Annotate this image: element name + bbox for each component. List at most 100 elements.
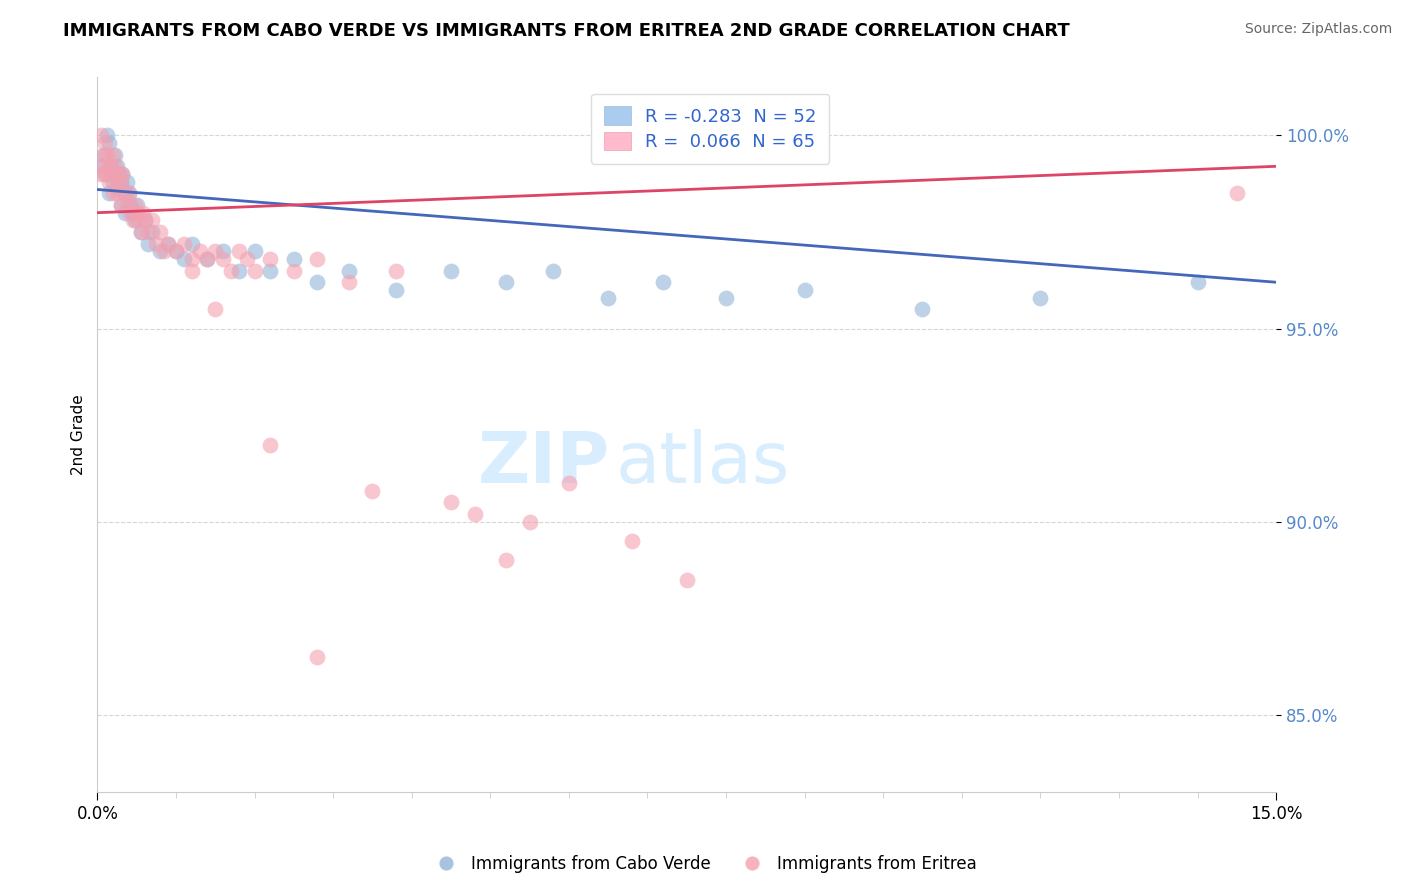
Point (134, 213, 156, 227)
Point (259, 437, 281, 451)
Point (153, 244, 176, 259)
Point (204, 302, 226, 317)
Text: atlas: atlas (616, 429, 790, 498)
Point (337, 275, 360, 289)
Point (121, 213, 143, 227)
Point (195, 252, 218, 266)
Point (105, 159, 128, 173)
Point (101, 175, 124, 189)
Point (111, 167, 134, 181)
Point (204, 244, 226, 259)
Point (495, 553, 517, 567)
Point (93, 159, 115, 173)
Point (259, 252, 281, 266)
Point (519, 515, 541, 529)
Point (911, 302, 934, 317)
Point (101, 147, 124, 161)
Point (111, 167, 134, 181)
Point (105, 182, 128, 196)
Y-axis label: 2nd Grade: 2nd Grade (72, 394, 86, 475)
Point (141, 225, 163, 239)
Point (675, 573, 697, 587)
Point (93, 147, 115, 161)
Point (558, 476, 581, 491)
Point (114, 205, 136, 219)
Text: Source: ZipAtlas.com: Source: ZipAtlas.com (1244, 22, 1392, 37)
Point (173, 252, 195, 266)
Point (149, 225, 172, 239)
Point (94, 167, 117, 181)
Point (243, 263, 266, 277)
Point (110, 175, 132, 189)
Point (440, 495, 463, 509)
Point (541, 263, 564, 277)
Point (105, 186, 128, 201)
Point (121, 205, 143, 219)
Point (180, 263, 202, 277)
Point (127, 213, 149, 227)
Point (138, 225, 160, 239)
Point (125, 198, 148, 212)
Text: IMMIGRANTS FROM CABO VERDE VS IMMIGRANTS FROM ERITREA 2ND GRADE CORRELATION CHAR: IMMIGRANTS FROM CABO VERDE VS IMMIGRANTS… (63, 22, 1070, 40)
Point (228, 263, 250, 277)
Point (195, 252, 218, 266)
Point (98, 175, 121, 189)
Point (173, 236, 195, 251)
Point (89, 167, 111, 181)
Point (138, 236, 160, 251)
Point (180, 236, 202, 251)
Point (105, 175, 128, 189)
Point (228, 244, 250, 259)
Point (1226, 186, 1249, 201)
Point (101, 167, 124, 181)
Point (495, 275, 517, 289)
Point (283, 263, 305, 277)
Point (157, 236, 180, 251)
Point (165, 244, 187, 259)
Point (283, 252, 305, 266)
Point (96, 147, 118, 161)
Point (115, 175, 138, 189)
Point (793, 283, 815, 297)
Point (104, 147, 127, 161)
Point (1187, 275, 1209, 289)
Point (440, 263, 463, 277)
Point (145, 236, 167, 251)
Point (98, 136, 121, 150)
Legend: R = -0.283  N = 52, R =  0.066  N = 65: R = -0.283 N = 52, R = 0.066 N = 65 (591, 94, 830, 164)
Point (98, 186, 121, 201)
Point (120, 205, 142, 219)
Point (96, 128, 118, 143)
Point (110, 198, 132, 212)
Point (108, 167, 131, 181)
Point (120, 198, 142, 212)
Point (188, 244, 211, 259)
Point (157, 236, 180, 251)
Point (90, 128, 112, 143)
Point (104, 159, 127, 173)
Point (219, 263, 242, 277)
Point (385, 263, 408, 277)
Point (114, 186, 136, 201)
Point (212, 244, 235, 259)
Point (98, 159, 121, 173)
Point (100, 167, 122, 181)
Point (361, 483, 384, 498)
Point (235, 252, 257, 266)
Point (124, 213, 146, 227)
Point (259, 263, 281, 277)
Point (165, 244, 187, 259)
Point (91, 147, 114, 161)
Point (652, 275, 675, 289)
Point (385, 283, 408, 297)
Point (141, 213, 163, 227)
Point (714, 291, 737, 305)
Point (149, 244, 172, 259)
Point (307, 275, 329, 289)
Point (212, 252, 235, 266)
Point (125, 205, 148, 219)
Point (110, 198, 132, 212)
Point (101, 186, 124, 201)
Point (598, 291, 620, 305)
Legend: Immigrants from Cabo Verde, Immigrants from Eritrea: Immigrants from Cabo Verde, Immigrants f… (422, 848, 984, 880)
